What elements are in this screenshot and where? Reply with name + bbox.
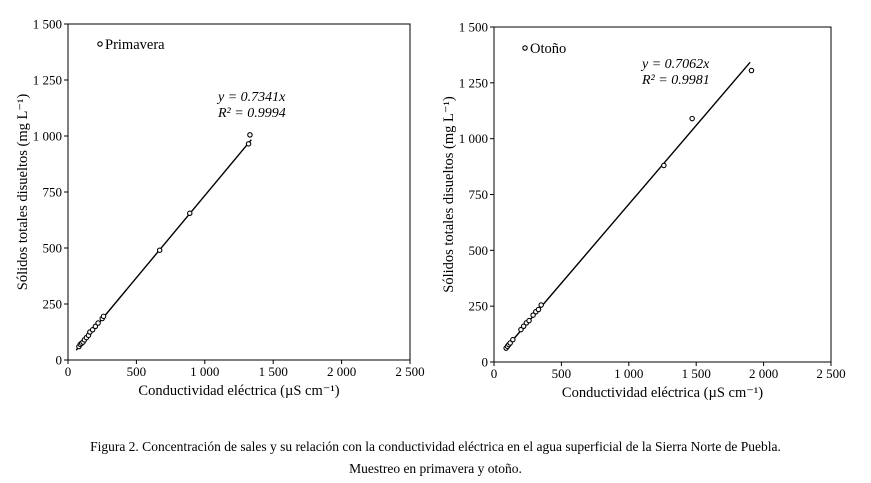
y-tick-label: 250: [469, 299, 489, 314]
data-point: [748, 67, 755, 74]
data-point: [530, 312, 536, 318]
data-point: [245, 141, 252, 147]
data-point: [187, 210, 193, 217]
data-point: [156, 247, 163, 253]
regression-equation: y = 0.7341x: [216, 90, 286, 105]
chart-primavera: 0 500 1 000 1 500 2 000 2 500 0 250 500 750 1 000 1…: [15, 17, 425, 400]
y-tick-label: 250: [43, 297, 63, 312]
figure-caption-line-2: Muestreo en primavera y otoño.: [349, 461, 522, 476]
x-tick-label: 500: [127, 364, 147, 379]
r-squared-label: R² = 0.9994: [217, 106, 286, 121]
chart-otono: 0 500 1 000 1 500 2 000 2 500 0 250 500 750 1 000 1…: [441, 20, 846, 402]
y-tick-label: 1 250: [459, 75, 488, 90]
y-tick-label: 0: [56, 353, 63, 368]
y-tick-label: 1 500: [33, 17, 62, 32]
x-tick-label: 2 500: [816, 366, 845, 381]
figure-caption-line-1: Figura 2. Concentración de sales y su re…: [90, 439, 781, 454]
data-point: [92, 323, 99, 330]
data-point: [661, 162, 667, 169]
x-tick-label: 2 000: [749, 366, 778, 381]
y-axis-title: Sólidos totales disueltos (mg L⁻¹): [15, 94, 31, 291]
data-point: [247, 132, 253, 138]
y-tick-label: 1 000: [459, 131, 488, 146]
x-tick-label: 2 000: [327, 364, 356, 379]
data-point: [520, 323, 527, 330]
x-axis-title: Conductividad eléctrica (µS cm⁻¹): [562, 385, 763, 401]
r-squared-label: R² = 0.9981: [641, 73, 710, 88]
y-tick-label: 750: [469, 187, 489, 202]
legend-marker: [522, 45, 528, 51]
x-tick-label: 2 500: [395, 364, 424, 379]
data-point: [95, 320, 101, 326]
legend-label: Primavera: [105, 37, 165, 53]
y-tick-label: 500: [469, 243, 489, 258]
y-tick-label: 0: [482, 355, 489, 370]
data-point: [689, 115, 695, 122]
x-tick-label: 1 000: [614, 366, 643, 381]
x-tick-label: 1 500: [682, 366, 711, 381]
regression-equation: y = 0.7062x: [640, 57, 710, 72]
data-point: [100, 313, 107, 320]
legend-marker: [97, 41, 103, 47]
y-tick-label: 1 500: [459, 20, 488, 35]
data-point: [507, 340, 513, 346]
y-tick-label: 1 000: [33, 129, 62, 144]
data-point: [526, 317, 532, 324]
y-tick-label: 750: [43, 185, 63, 200]
data-point: [518, 326, 524, 333]
plot-frame: [67, 23, 411, 361]
y-tick-label: 1 250: [33, 73, 62, 88]
x-tick-label: 1 000: [190, 364, 219, 379]
y-axis-title: Sólidos totales disueltos (mg L⁻¹): [441, 96, 457, 293]
legend-label: Otoño: [530, 41, 566, 57]
x-tick-label: 0: [491, 366, 498, 381]
data-point: [538, 302, 544, 308]
x-tick-label: 0: [65, 364, 72, 379]
y-tick-label: 500: [43, 241, 63, 256]
x-axis-title: Conductividad eléctrica (µS cm⁻¹): [138, 383, 339, 399]
data-point: [535, 306, 542, 313]
trend-line: [504, 61, 751, 350]
x-tick-label: 500: [552, 366, 572, 381]
data-point: [89, 327, 96, 333]
data-point: [510, 336, 516, 343]
x-tick-label: 1 500: [259, 364, 288, 379]
